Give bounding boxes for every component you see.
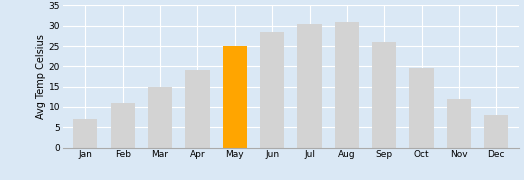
Bar — [447, 99, 471, 148]
Bar — [297, 24, 322, 148]
Bar — [372, 42, 396, 148]
Bar — [484, 115, 508, 148]
Bar — [335, 22, 359, 148]
Bar — [185, 70, 210, 148]
Bar — [73, 119, 97, 148]
Bar — [409, 68, 434, 148]
Bar — [260, 32, 285, 148]
Y-axis label: Avg Temp Celsius: Avg Temp Celsius — [36, 34, 46, 119]
Bar — [111, 103, 135, 148]
Bar — [148, 87, 172, 148]
Bar — [223, 46, 247, 148]
